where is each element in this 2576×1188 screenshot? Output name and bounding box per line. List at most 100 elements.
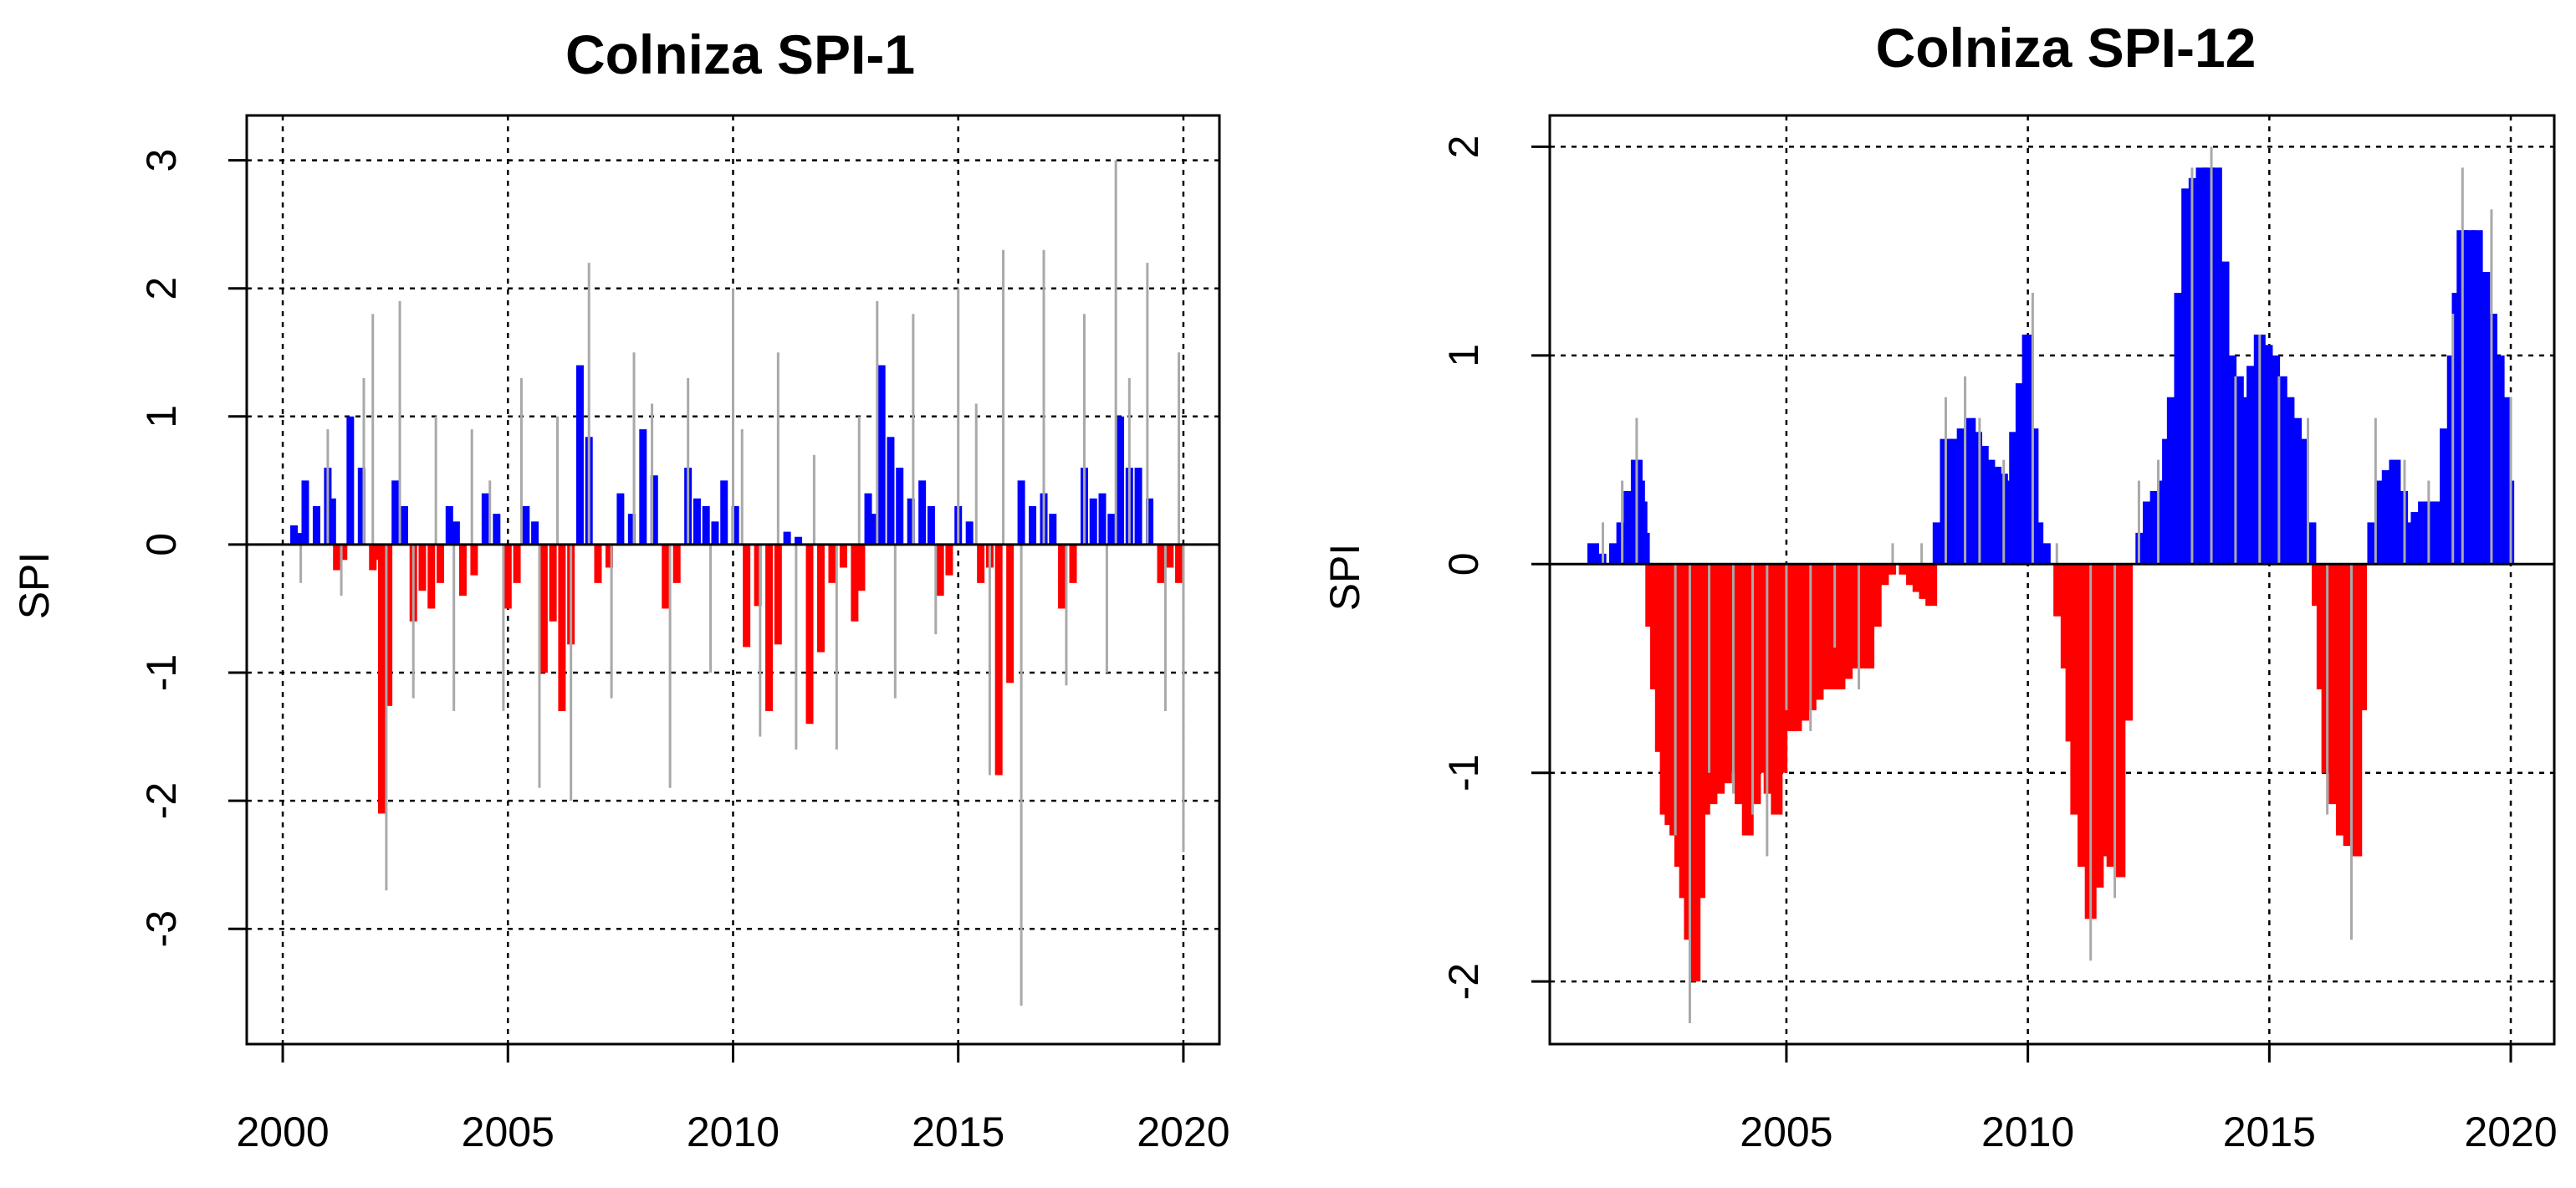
y-tick-label: 3 (138, 149, 185, 172)
x-tick-label: 2005 (462, 1109, 555, 1155)
y-axis-label-spi-1: SPI (11, 552, 58, 620)
y-tick-label: -3 (138, 910, 185, 947)
x-tick-label: 2015 (2223, 1109, 2316, 1155)
spi-bar (290, 525, 299, 545)
spi-bar (605, 544, 613, 568)
plot-frame (1548, 114, 2556, 1046)
chart-title-spi-12: Colniza SPI-12 (1876, 17, 2257, 79)
spi-bar (1058, 544, 1066, 609)
y-tick-label: 2 (138, 277, 185, 300)
chart-spi-12: Colniza SPI-12 SPI 2005 2010 2015 2020 -2 -1 0… (1321, 17, 2558, 1155)
spi-bar (994, 544, 1003, 776)
spi-bar (470, 544, 478, 576)
spi-bar (418, 544, 427, 591)
spi-bar (513, 544, 521, 583)
x-tick-label: 2020 (1137, 1109, 1229, 1155)
spi-bar (871, 514, 879, 545)
spi-bar (936, 544, 944, 597)
spi-bar (1146, 498, 1154, 545)
spi-bar (2355, 564, 2368, 710)
spi-bar (927, 505, 935, 545)
spi-bar (616, 493, 625, 545)
spi-bar (907, 498, 915, 545)
spi-bar (2038, 543, 2051, 565)
x-tick-label: 2010 (687, 1109, 779, 1155)
y-tick-label: 1 (138, 405, 185, 428)
spi-bar (805, 544, 814, 725)
spi-bar (301, 480, 309, 545)
x-tick-label: 2020 (2464, 1109, 2557, 1155)
spi-bar (328, 498, 336, 545)
x-tick-label: 2000 (236, 1109, 329, 1155)
spi-bar (754, 544, 762, 607)
x-tick-label: 2015 (912, 1109, 1004, 1155)
spi-bar (378, 544, 386, 814)
y-axis-label-spi-12: SPI (1321, 544, 1368, 612)
spi-bar (887, 437, 895, 545)
spi-bar (503, 544, 512, 609)
spi-bar (693, 498, 701, 545)
spi-bar (851, 544, 859, 622)
spi-bar (2502, 480, 2515, 565)
spi-bar (965, 521, 974, 545)
y-tick-label: 0 (1440, 552, 1487, 576)
x-tick-label: 2005 (1740, 1109, 1832, 1155)
spi-bar (558, 544, 566, 711)
y-tick-label: 2 (1440, 136, 1487, 159)
spi-bar (877, 365, 886, 545)
spi-bar (650, 475, 658, 545)
spi-bar (702, 505, 710, 545)
spi-bar (373, 544, 381, 561)
spi-bar (1157, 544, 1165, 583)
spi-bar (427, 544, 436, 609)
spi-bar (795, 536, 803, 545)
spi-bar (549, 544, 557, 622)
spi-bar (1089, 498, 1097, 545)
spi-bar (400, 505, 408, 545)
spi-bar (816, 544, 825, 653)
spi-bar (1049, 514, 1057, 545)
spi-bar (531, 521, 539, 545)
spi-bar (864, 493, 872, 545)
spi-bar (918, 480, 927, 545)
spi-bar (1017, 480, 1025, 545)
spi-bar (720, 480, 728, 545)
spi-bar (896, 468, 904, 545)
spi-bar (385, 544, 393, 706)
spi-bar (539, 544, 548, 673)
spi-bar (1134, 468, 1142, 545)
spi-bar (522, 505, 530, 545)
spi-bar (2304, 522, 2317, 565)
spi-bar (1166, 544, 1174, 568)
spi-bar (1925, 564, 1938, 607)
spi-bar (774, 544, 782, 645)
spi-bar (445, 505, 453, 545)
spi-bar (639, 429, 647, 545)
y-tick-label: 0 (138, 533, 185, 556)
spi-bar (312, 505, 320, 545)
y-tick-label: -1 (1440, 754, 1487, 791)
y-tick-label: 1 (1440, 344, 1487, 367)
spi-bar (458, 544, 467, 597)
y-tick-label: -2 (1440, 963, 1487, 1000)
spi-bar (672, 544, 681, 583)
spi-bar (575, 365, 584, 545)
spi-bar (977, 544, 985, 583)
spi-bar (1594, 553, 1607, 565)
spi-bar (1884, 564, 1897, 575)
spi-bar (2120, 564, 2133, 721)
spi-bar (333, 544, 341, 571)
spi-bar (783, 531, 791, 545)
spi-bar (481, 493, 489, 545)
spi-bar (1117, 416, 1125, 545)
spi-bar (295, 533, 304, 545)
spi-bar (731, 505, 739, 545)
spi-bar (945, 544, 953, 576)
spi-bar (743, 544, 751, 648)
spi-bar (437, 544, 445, 583)
spi-bar (369, 544, 377, 571)
spi-bar (340, 544, 348, 561)
spi-bar (452, 521, 460, 545)
spi-bar (1098, 493, 1107, 545)
